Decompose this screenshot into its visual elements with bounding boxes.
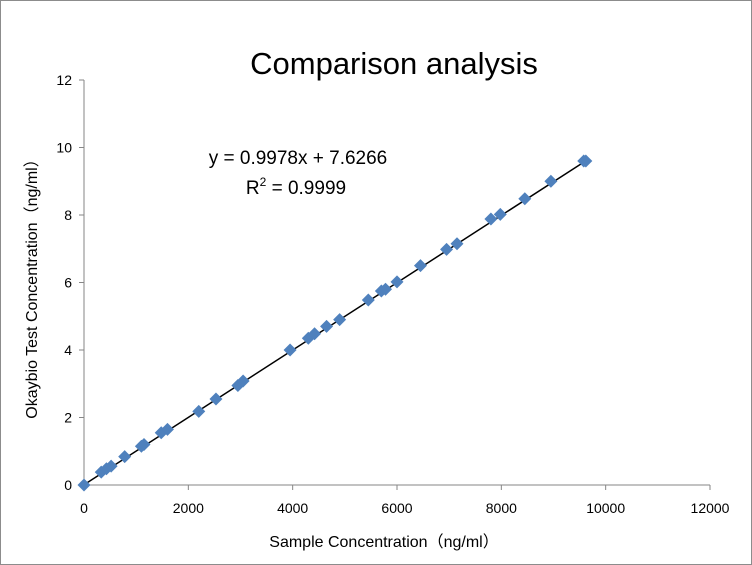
x-tick-label: 6000: [381, 500, 412, 516]
data-point-marker: [283, 343, 297, 357]
y-tick-label: 8: [64, 207, 72, 223]
y-tick-label: 6: [64, 275, 72, 291]
y-tick-label: 4: [64, 342, 72, 358]
data-point-marker: [579, 154, 593, 168]
x-tick-label: 8000: [486, 500, 517, 516]
y-tick-label: 12: [56, 72, 72, 88]
data-point-marker: [104, 459, 118, 473]
axes: 0 2000 4000 6000 8000 10000 12000 0 2 4 6 8 10 12: [56, 72, 729, 516]
data-point-marker: [192, 404, 206, 418]
data-point-marker: [493, 207, 507, 221]
data-point-marker: [450, 237, 464, 251]
data-point-marker: [137, 438, 151, 451]
data-point-marker: [308, 327, 322, 341]
r-squared-prefix: R: [246, 178, 260, 199]
data-point-marker: [77, 478, 91, 492]
data-points: [77, 154, 593, 492]
x-tick-label: 12000: [691, 500, 730, 516]
y-tick-label: 0: [64, 477, 72, 493]
data-point-marker: [484, 212, 498, 226]
data-point-marker: [440, 242, 454, 256]
data-point-marker: [518, 192, 532, 206]
x-tick-label: 2000: [173, 500, 204, 516]
data-point-marker: [333, 313, 347, 327]
r-squared-label: R2 = 0.9999: [246, 175, 346, 199]
x-tick-label: 4000: [277, 500, 308, 516]
data-point-marker: [361, 293, 375, 307]
r-squared-superscript: 2: [260, 175, 267, 189]
x-axis-title: Sample Concentration（ng/ml）: [269, 533, 498, 551]
data-point-marker: [236, 374, 250, 388]
y-tick-label: 10: [56, 140, 72, 156]
chart-title: Comparison analysis: [250, 46, 538, 81]
data-point-marker: [413, 259, 427, 273]
trendline-equation: y = 0.9978x + 7.6266: [209, 148, 388, 169]
x-tick-label: 10000: [586, 500, 625, 516]
data-point-marker: [390, 275, 404, 289]
data-point-marker: [320, 319, 334, 333]
data-point-marker: [160, 422, 174, 436]
x-tick-label: 0: [80, 500, 88, 516]
y-axis-title: Okaybio Test Concentration（ng/ml）: [23, 151, 41, 418]
data-point-marker: [118, 450, 132, 464]
y-tick-label: 2: [64, 410, 72, 426]
data-point-marker: [544, 174, 558, 188]
data-point-marker: [209, 392, 223, 406]
r-squared-value: = 0.9999: [266, 178, 346, 199]
data-point-marker: [379, 282, 393, 296]
